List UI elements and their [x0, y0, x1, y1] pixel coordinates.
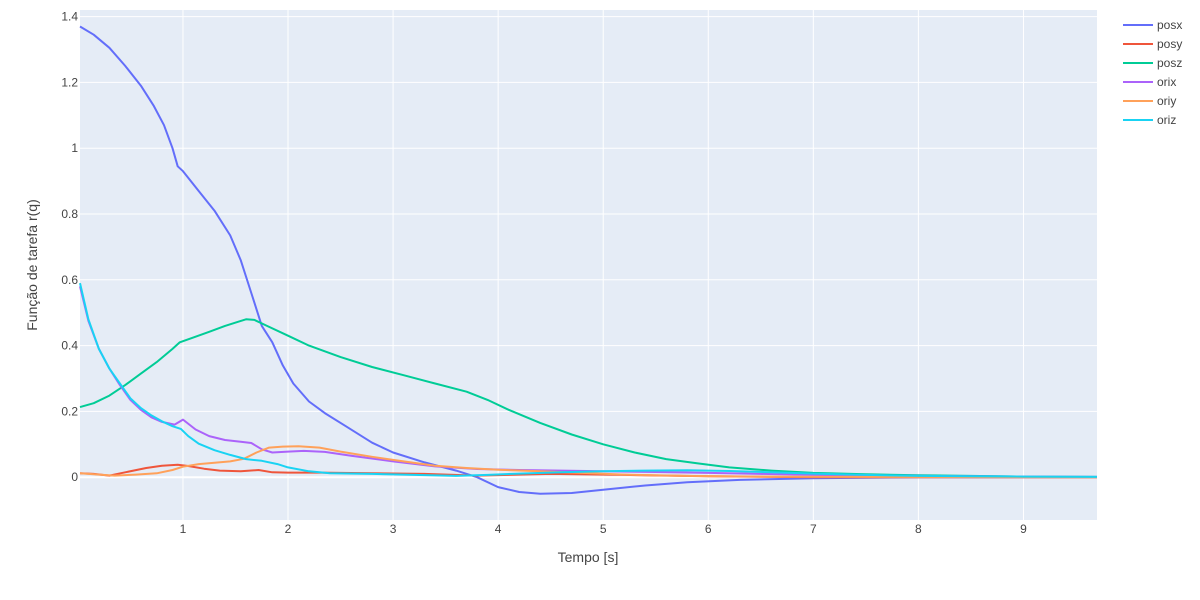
series-line-orix	[79, 286, 1098, 478]
y-tick-label: 0.2	[61, 404, 78, 418]
legend-item-posx[interactable]: posx	[1123, 18, 1182, 32]
x-tick-label: 9	[1020, 522, 1027, 536]
legend: posx posy posz orix oriy oriz	[1123, 18, 1182, 127]
series-line-posz	[79, 318, 1098, 478]
y-tick-label: 0.8	[61, 207, 78, 221]
legend-label: posy	[1157, 37, 1182, 51]
x-tick-label: 7	[810, 522, 817, 536]
grid-lines	[80, 10, 1097, 520]
legend-item-orix[interactable]: orix	[1123, 75, 1176, 89]
legend-item-posy[interactable]: posy	[1123, 37, 1182, 51]
legend-label: orix	[1157, 75, 1176, 89]
legend-item-posz[interactable]: posz	[1123, 56, 1182, 70]
y-axis-ticks: 0 0.2 0.4 0.6 0.8 1 1.2 1.4	[61, 10, 78, 485]
x-axis-ticks: 1 2 3 4 5 6 7 8 9	[180, 522, 1027, 536]
x-tick-label: 1	[180, 522, 187, 536]
series-line-oriy	[79, 445, 1098, 479]
x-tick-label: 5	[600, 522, 607, 536]
y-tick-label: 0.4	[61, 339, 78, 353]
series-line-oriz	[79, 282, 1098, 478]
series-line-posx	[79, 25, 1097, 495]
legend-label: oriy	[1157, 94, 1176, 108]
y-tick-label: 1	[71, 141, 78, 155]
legend-label: oriz	[1157, 113, 1176, 127]
x-tick-label: 3	[390, 522, 397, 536]
legend-label: posx	[1157, 18, 1182, 32]
y-tick-label: 0	[71, 470, 78, 484]
y-tick-label: 1.2	[61, 75, 78, 89]
series-line-posy	[79, 463, 1097, 479]
x-tick-label: 8	[915, 522, 922, 536]
x-tick-label: 2	[285, 522, 292, 536]
legend-item-oriy[interactable]: oriy	[1123, 94, 1176, 108]
legend-label: posz	[1157, 56, 1182, 70]
series-lines	[79, 25, 1098, 495]
y-tick-label: 0.6	[61, 273, 78, 287]
legend-item-oriz[interactable]: oriz	[1123, 113, 1176, 127]
x-axis-title: Tempo [s]	[558, 549, 619, 565]
x-tick-label: 4	[495, 522, 502, 536]
y-tick-label: 1.4	[61, 10, 78, 24]
plot-area	[80, 10, 1097, 520]
y-axis-title: Função de tarefa r(q)	[24, 199, 40, 331]
x-tick-label: 6	[705, 522, 712, 536]
